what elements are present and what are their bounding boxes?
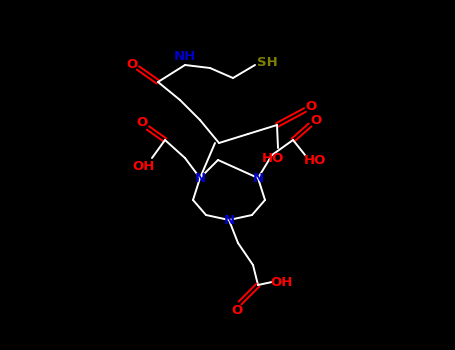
- Text: N: N: [223, 214, 235, 226]
- Text: O: O: [126, 57, 137, 70]
- Text: O: O: [136, 117, 147, 130]
- Text: OH: OH: [271, 275, 293, 288]
- Text: O: O: [232, 304, 243, 317]
- Text: O: O: [310, 113, 322, 126]
- Text: HO: HO: [304, 154, 326, 167]
- Text: NH: NH: [174, 50, 196, 63]
- Text: N: N: [194, 172, 206, 184]
- Text: O: O: [305, 99, 317, 112]
- Text: OH: OH: [133, 160, 155, 173]
- Text: HO: HO: [262, 152, 284, 164]
- Text: SH: SH: [257, 56, 278, 69]
- Text: N: N: [253, 172, 263, 184]
